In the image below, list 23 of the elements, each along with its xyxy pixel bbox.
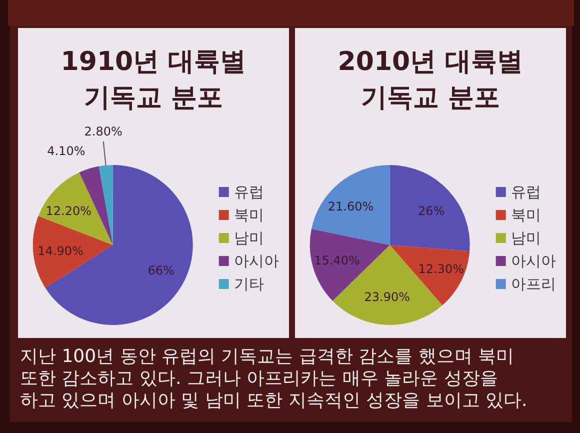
data-label: 23.90% xyxy=(364,290,410,304)
data-label: 2.80% xyxy=(84,124,122,138)
legend-label: 아시아 xyxy=(510,252,556,270)
data-label: 12.30% xyxy=(418,262,464,276)
legend-label: 남미 xyxy=(510,229,541,247)
data-label: 15.40% xyxy=(314,253,360,268)
legend-label: 유럽 xyxy=(234,183,264,201)
data-label: 4.10% xyxy=(47,144,86,158)
legend-label: 아시아 xyxy=(234,252,279,270)
legend-label: 남미 xyxy=(234,229,264,247)
chart-title: 2010년 대륙별 기독교 분포 xyxy=(338,47,524,113)
text: 지난 100년 동안 유럽의 기독교는 급격한 감소를 했으며 북미 또한 감소하고 있다. 그러나 아프리카는 매우 놀라운 성장을 하고 있으며 아시아 및 남미 또한 지속적인 성장을 보이고 있다. xyxy=(20,346,528,411)
data-label: 12.20% xyxy=(46,204,92,218)
legend-label: 북미 xyxy=(234,206,264,224)
data-label: 66% xyxy=(148,264,174,278)
chart-title: 1910년 대륙별 기독교 분포 xyxy=(60,47,246,113)
legend-label: 기타 xyxy=(234,275,264,293)
data-label: 14.90% xyxy=(38,244,84,258)
data-label: 26% xyxy=(418,204,445,218)
legend-label: 북미 xyxy=(510,206,541,224)
legend-label: 아프리 xyxy=(510,275,556,293)
legend-label: 유럽 xyxy=(510,183,541,201)
data-label: 21.60% xyxy=(328,199,374,214)
